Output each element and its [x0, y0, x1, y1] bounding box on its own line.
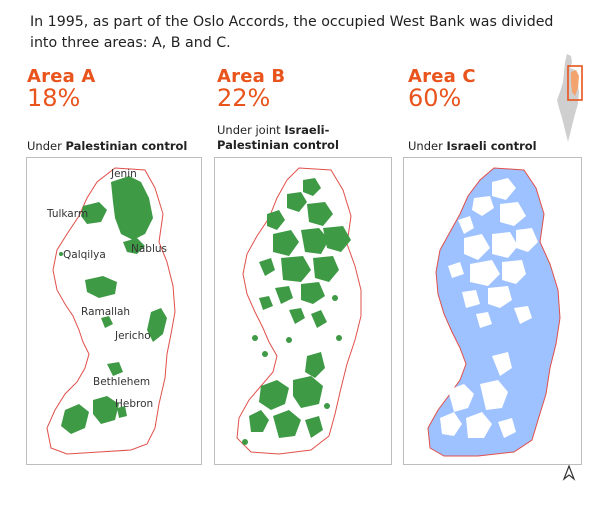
area-a-title: Area A	[27, 66, 96, 87]
intro-text: In 1995, as part of the Oslo Accords, th…	[30, 14, 554, 51]
map-area-a	[46, 167, 176, 455]
city-label-nablus: Nablus	[131, 243, 167, 255]
map-area-b	[236, 167, 362, 455]
area-a-control-prefix: Under	[27, 139, 66, 153]
area-b-control-bold: Israeli-Palestinian control	[217, 123, 339, 152]
area-b-control-prefix: Under joint	[217, 123, 285, 137]
area-c-control-bold: Israeli control	[446, 139, 537, 153]
city-label-jericho: Jericho	[115, 330, 151, 342]
north-arrow-icon	[562, 465, 576, 481]
area-c-control-prefix: Under	[408, 139, 447, 153]
area-a-control-bold: Palestinian control	[65, 139, 188, 153]
area-b-title: Area B	[217, 66, 286, 87]
area-a-territories	[59, 176, 167, 434]
area-c-control: Under Israeli control	[408, 139, 588, 154]
locator-map-icon	[557, 54, 583, 142]
city-label-ramallah: Ramallah	[81, 306, 131, 318]
area-a-control: Under Palestinian control	[27, 139, 207, 154]
area-b-territories	[242, 178, 351, 445]
area-a-percent: 18%	[27, 84, 81, 112]
city-label-bethlehem: Bethlehem	[93, 376, 151, 388]
city-label-jenin: Jenin	[111, 168, 137, 180]
area-c-gaps	[440, 178, 538, 438]
map-area-c	[427, 167, 561, 457]
city-label-hebron: Hebron	[115, 398, 154, 410]
west-bank-area-c	[427, 167, 561, 457]
area-c-title: Area C	[408, 66, 476, 87]
area-c-percent: 60%	[408, 84, 462, 112]
map-panel-area-b	[214, 157, 392, 465]
city-label-tulkarm: Tulkarm	[47, 208, 89, 220]
area-b-percent: 22%	[217, 84, 271, 112]
map-panel-area-a: Jenin Tulkarm Nablus Qalqilya Ramallah J…	[26, 157, 202, 465]
map-panel-area-c	[403, 157, 582, 465]
area-b-control: Under joint Israeli-Palestinian control	[217, 123, 347, 153]
west-bank-outline	[46, 167, 176, 455]
city-label-qalqilya: Qalqilya	[63, 249, 106, 261]
